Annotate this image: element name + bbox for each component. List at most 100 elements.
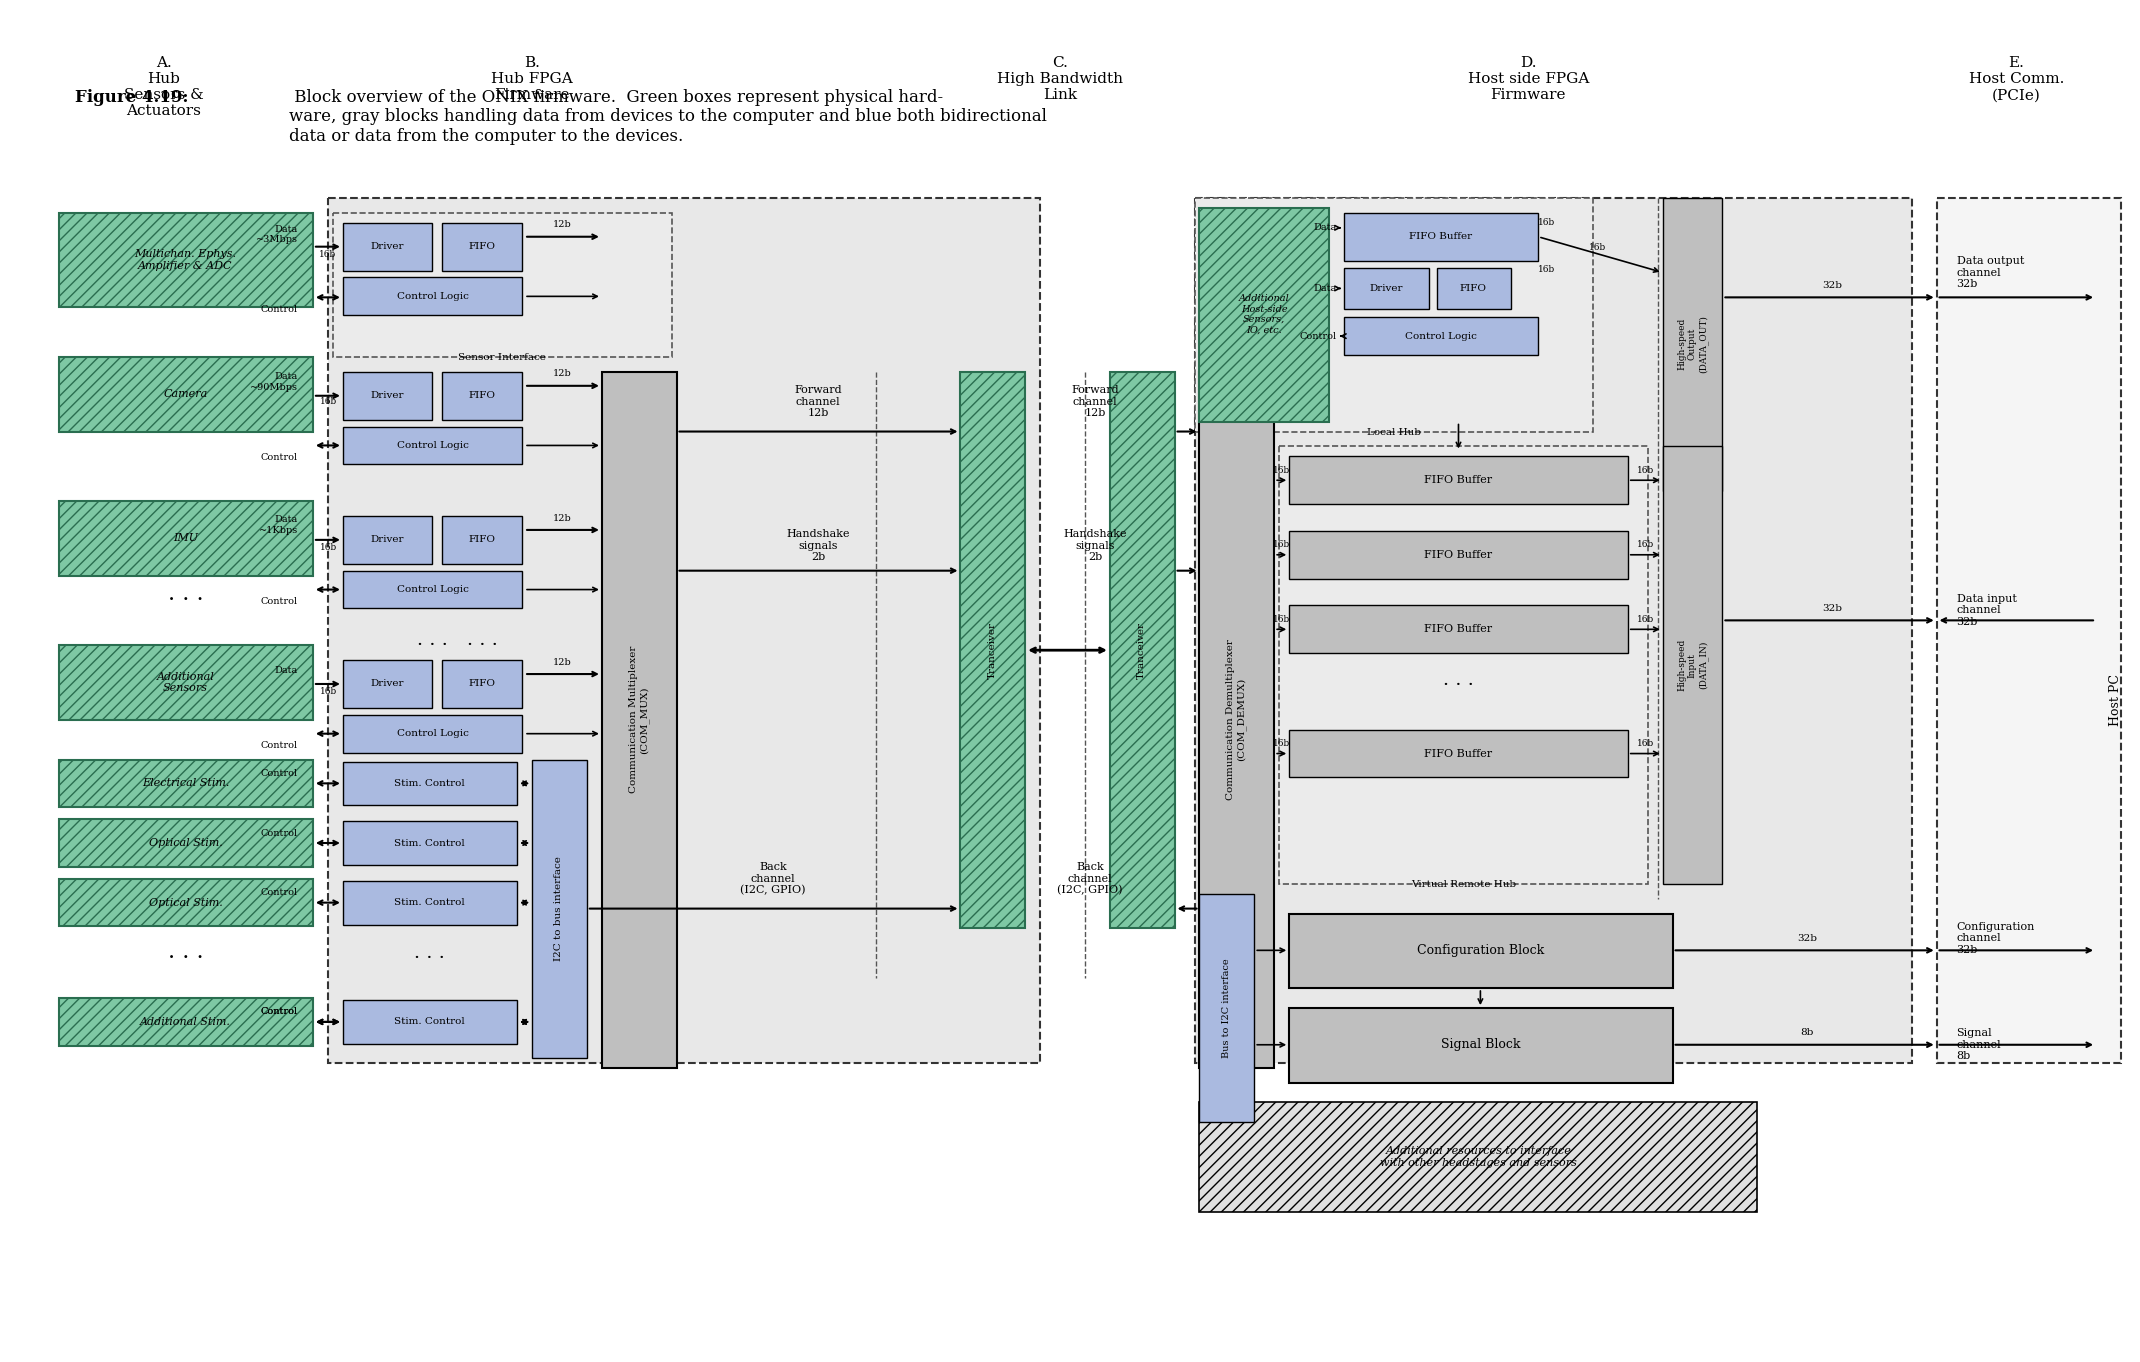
Bar bbox=[342, 821, 518, 865]
Bar bbox=[1344, 317, 1539, 355]
Text: Control: Control bbox=[261, 1008, 297, 1016]
Text: IMU: IMU bbox=[173, 534, 199, 543]
Bar bbox=[1288, 531, 1629, 579]
Text: FIFO: FIFO bbox=[469, 535, 496, 545]
Text: · · ·: · · · bbox=[417, 636, 447, 654]
Text: 32b: 32b bbox=[1798, 934, 1817, 943]
Bar bbox=[1344, 212, 1539, 260]
Text: 16b: 16b bbox=[1273, 466, 1290, 475]
Text: 32b: 32b bbox=[1821, 603, 1843, 613]
Text: Configuration
channel
32b: Configuration channel 32b bbox=[1956, 922, 2035, 955]
Text: 16b: 16b bbox=[1637, 466, 1654, 475]
Text: Driver: Driver bbox=[370, 535, 404, 545]
Bar bbox=[342, 715, 522, 753]
Text: FIFO Buffer: FIFO Buffer bbox=[1425, 749, 1492, 759]
Text: Driver: Driver bbox=[1370, 283, 1402, 293]
Text: Control Logic: Control Logic bbox=[396, 586, 469, 594]
Text: · · ·: · · · bbox=[167, 948, 203, 970]
Text: Data
~3Mbps: Data ~3Mbps bbox=[257, 225, 297, 244]
Bar bbox=[334, 212, 672, 357]
Bar bbox=[60, 357, 312, 432]
Text: Sensor Interface: Sensor Interface bbox=[458, 353, 546, 362]
Text: Optical Stim.: Optical Stim. bbox=[148, 838, 223, 849]
Bar bbox=[1201, 893, 1254, 1122]
Text: FIFO Buffer: FIFO Buffer bbox=[1408, 233, 1472, 241]
Bar bbox=[60, 212, 312, 308]
Text: Signal Block: Signal Block bbox=[1440, 1038, 1519, 1051]
Text: High-speed
Input
(DATA_IN): High-speed Input (DATA_IN) bbox=[1678, 639, 1708, 692]
Bar bbox=[1288, 1008, 1673, 1083]
Text: Driver: Driver bbox=[370, 242, 404, 251]
Text: Forward
channel
12b: Forward channel 12b bbox=[1072, 385, 1119, 418]
Text: 16b: 16b bbox=[1637, 541, 1654, 549]
Text: 16b: 16b bbox=[321, 398, 338, 406]
Text: · · ·: · · · bbox=[413, 949, 445, 967]
Bar bbox=[1663, 197, 1723, 492]
Text: Control: Control bbox=[261, 1008, 297, 1016]
Text: Back
channel
(I2C, GPIO): Back channel (I2C, GPIO) bbox=[1057, 862, 1124, 896]
Bar bbox=[601, 372, 676, 1068]
Text: 16b: 16b bbox=[1637, 740, 1654, 748]
Text: Additional resources to interface
with other headstages and sensors: Additional resources to interface with o… bbox=[1380, 1147, 1577, 1167]
Text: Control: Control bbox=[261, 888, 297, 898]
Text: 16b: 16b bbox=[1590, 244, 1607, 252]
Text: Tranceiver: Tranceiver bbox=[989, 621, 997, 678]
Text: FIFO Buffer: FIFO Buffer bbox=[1425, 624, 1492, 635]
Bar bbox=[327, 203, 676, 740]
Text: Additional
Host-side
Sensors,
IO, etc.: Additional Host-side Sensors, IO, etc. bbox=[1239, 294, 1290, 334]
Bar bbox=[342, 372, 432, 419]
Bar bbox=[60, 760, 312, 808]
Bar bbox=[1111, 372, 1175, 929]
Text: Forward
channel
12b: Forward channel 12b bbox=[794, 385, 841, 418]
Text: Back
channel
(I2C, GPIO): Back channel (I2C, GPIO) bbox=[740, 862, 807, 896]
Bar bbox=[60, 878, 312, 926]
Text: 16b: 16b bbox=[1273, 740, 1290, 748]
Text: · · ·: · · · bbox=[1442, 676, 1474, 695]
Text: · · ·: · · · bbox=[167, 590, 203, 612]
Text: Driver: Driver bbox=[370, 391, 404, 400]
Bar bbox=[1201, 372, 1273, 1068]
Text: · · ·: · · · bbox=[467, 636, 499, 654]
Text: Control: Control bbox=[261, 741, 297, 750]
Bar bbox=[342, 571, 522, 609]
Bar bbox=[1201, 208, 1329, 422]
Text: Control: Control bbox=[261, 597, 297, 606]
Text: 12b: 12b bbox=[552, 221, 571, 229]
Text: Control: Control bbox=[261, 770, 297, 778]
Text: Handshake
signals
2b: Handshake signals 2b bbox=[785, 530, 850, 563]
Text: Tranceiver: Tranceiver bbox=[1136, 621, 1147, 678]
Bar bbox=[1194, 197, 1592, 432]
Bar bbox=[1280, 447, 1648, 884]
Text: Additional Stim.: Additional Stim. bbox=[139, 1017, 231, 1027]
Text: Signal
channel
8b: Signal channel 8b bbox=[1956, 1028, 2001, 1061]
Text: Control Logic: Control Logic bbox=[396, 729, 469, 738]
Text: D.
Host side FPGA
Firmware: D. Host side FPGA Firmware bbox=[1468, 56, 1588, 102]
Bar bbox=[60, 501, 312, 576]
Bar bbox=[1201, 1102, 1757, 1212]
Text: Stim. Control: Stim. Control bbox=[394, 898, 464, 907]
Text: 16b: 16b bbox=[1537, 266, 1556, 274]
Text: Control: Control bbox=[261, 828, 297, 838]
Text: Block overview of the ONIX firmware.  Green boxes represent physical hard-
ware,: Block overview of the ONIX firmware. Gre… bbox=[289, 89, 1046, 144]
Text: Data: Data bbox=[1314, 223, 1338, 233]
Bar bbox=[1937, 197, 2121, 1062]
Text: FIFO: FIFO bbox=[469, 680, 496, 688]
Text: 16b: 16b bbox=[1273, 541, 1290, 549]
Text: 32b: 32b bbox=[1821, 281, 1843, 290]
Text: Data: Data bbox=[1314, 283, 1338, 293]
Text: 16b: 16b bbox=[321, 543, 338, 553]
Text: Communication Multiplexer
(COM_MUX): Communication Multiplexer (COM_MUX) bbox=[629, 646, 648, 794]
Text: 16b: 16b bbox=[319, 251, 336, 259]
Text: Virtual Remote Hub: Virtual Remote Hub bbox=[1410, 880, 1515, 889]
Text: 12b: 12b bbox=[552, 658, 571, 666]
Bar bbox=[443, 516, 522, 564]
Text: Additional
Sensors: Additional Sensors bbox=[156, 671, 214, 693]
Bar bbox=[342, 761, 518, 805]
Text: Driver: Driver bbox=[370, 680, 404, 688]
Bar bbox=[1436, 267, 1511, 309]
Bar bbox=[60, 819, 312, 866]
Text: Control Logic: Control Logic bbox=[1404, 331, 1477, 340]
Text: Control Logic: Control Logic bbox=[396, 441, 469, 449]
Bar bbox=[342, 516, 432, 564]
Bar bbox=[342, 881, 518, 925]
